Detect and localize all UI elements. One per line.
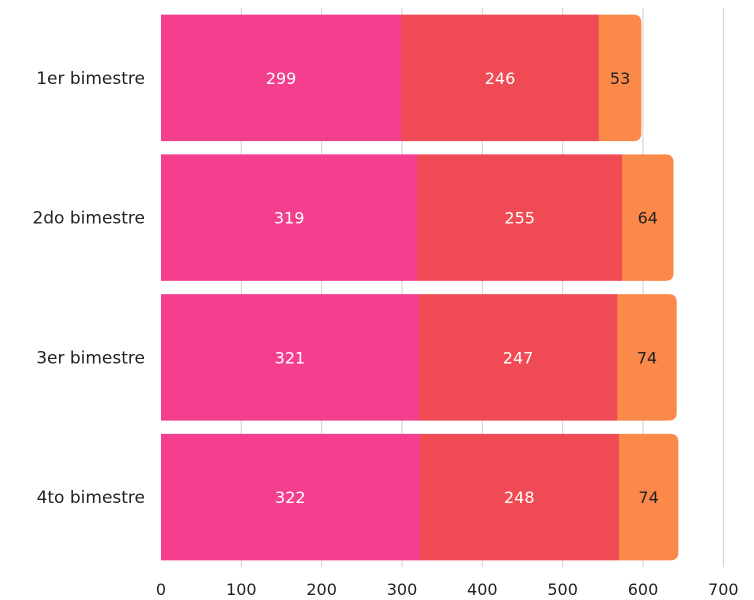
- x-tick-label: 100: [226, 580, 257, 599]
- data-label: 247: [503, 348, 534, 367]
- data-label: 255: [504, 209, 535, 228]
- bar-segment: [419, 433, 620, 561]
- bar-segment: [161, 154, 418, 281]
- bar-segment: [161, 433, 421, 561]
- category-label: 2do bimestre: [32, 209, 145, 229]
- bar-segment: [401, 14, 600, 142]
- x-tick-label: 600: [628, 580, 659, 599]
- data-label: 319: [274, 209, 305, 228]
- value-axis: 0 100 200 300 400 500 600 700: [156, 580, 739, 599]
- data-label: 53: [610, 69, 630, 88]
- category-axis: 1er bimestre 2do bimestre 3er bimestre 4to …: [32, 69, 145, 508]
- x-tick-label: 300: [387, 580, 418, 599]
- data-label: 64: [638, 209, 658, 228]
- data-label: 321: [275, 348, 306, 367]
- bar-layer: [161, 14, 679, 561]
- bar-segment: [618, 433, 679, 561]
- bar-segment: [617, 294, 677, 421]
- category-label: 3er bimestre: [36, 348, 145, 368]
- bar-segment: [161, 14, 402, 142]
- data-label-layer: 299 246 53 319 255 64 321 247 74 322 248 74: [266, 69, 659, 507]
- data-label: 248: [504, 488, 535, 507]
- data-label: 74: [637, 348, 657, 367]
- data-label: 74: [638, 488, 658, 507]
- bar-segment: [417, 154, 623, 281]
- data-label: 299: [266, 69, 297, 88]
- bar-segment: [598, 14, 642, 142]
- x-tick-label: 200: [306, 580, 337, 599]
- bar-segment: [622, 154, 674, 281]
- x-tick-label: 400: [467, 580, 498, 599]
- x-tick-label: 0: [156, 580, 166, 599]
- x-tick-label: 500: [547, 580, 578, 599]
- bar-segment: [161, 294, 420, 421]
- data-label: 322: [275, 488, 306, 507]
- category-label: 4to bimestre: [37, 488, 145, 508]
- x-tick-label: 700: [708, 580, 739, 599]
- bar-segment: [418, 294, 618, 421]
- data-label: 246: [485, 69, 516, 88]
- category-label: 1er bimestre: [36, 69, 145, 89]
